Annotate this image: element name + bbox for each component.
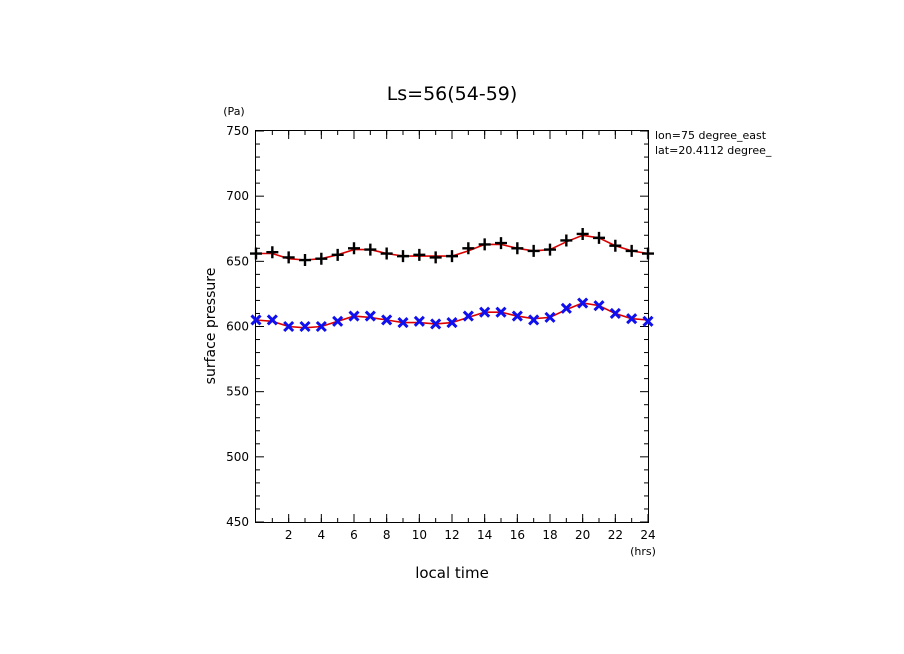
x-axis-label: local time (415, 564, 489, 582)
data-point-x (348, 310, 360, 322)
data-point-x (544, 311, 556, 323)
data-point-plus (609, 239, 622, 252)
data-point-x (364, 310, 376, 322)
annotation-lon: lon=75 degree_east (655, 129, 767, 142)
data-point-plus (495, 237, 507, 250)
data-point-x (332, 315, 344, 327)
data-point-plus (462, 242, 475, 255)
data-point-x (626, 313, 638, 325)
data-point-plus (364, 243, 377, 256)
data-point-x (413, 315, 425, 327)
x-tick-label: 16 (510, 528, 525, 542)
data-point-plus (380, 247, 393, 260)
data-point-x (642, 315, 654, 327)
data-point-x (511, 310, 523, 322)
y-tick-label: 750 (226, 124, 249, 138)
data-point-plus (527, 244, 540, 257)
data-point-x (479, 306, 491, 318)
data-point-x (430, 318, 442, 330)
x-tick-label: 24 (640, 528, 655, 542)
x-axis-unit: (hrs) (630, 545, 656, 558)
data-point-plus (348, 242, 360, 255)
data-point-plus (511, 242, 524, 255)
y-tick-label: 450 (226, 515, 249, 529)
plot-area-frame (255, 130, 649, 523)
x-tick-label: 14 (477, 528, 492, 542)
y-tick-label: 500 (226, 450, 249, 464)
data-marks (250, 227, 654, 333)
data-point-plus (625, 244, 638, 257)
annotation-lat: lat=20.4112 degree_ (655, 144, 772, 157)
x-tick-label: 6 (350, 528, 358, 542)
data-point-plus (544, 243, 556, 256)
data-point-plus (576, 227, 589, 240)
x-tick-label: 2 (285, 528, 293, 542)
chart-title: Ls=56(54-59) (387, 83, 518, 105)
data-point-x (283, 320, 295, 333)
data-point-x (381, 314, 393, 326)
data-point-plus (331, 248, 344, 261)
data-point-plus (266, 246, 279, 259)
data-point-plus (413, 248, 426, 261)
y-tick-label: 650 (226, 254, 249, 268)
y-tick-label: 550 (226, 385, 249, 399)
y-axis-unit: (Pa) (223, 105, 244, 118)
data-point-x (462, 310, 474, 322)
data-point-x (528, 314, 540, 326)
data-point-plus (478, 238, 491, 251)
y-tick-label: 600 (226, 320, 249, 334)
data-point-x (315, 320, 327, 333)
data-point-plus (250, 247, 262, 260)
x-tick-label: 4 (318, 528, 326, 542)
data-point-plus (315, 252, 328, 265)
x-tick-label: 20 (575, 528, 590, 542)
x-tick-label: 18 (542, 528, 557, 542)
data-point-x (593, 300, 605, 312)
data-point-plus (282, 251, 295, 264)
data-point-x (609, 307, 621, 320)
x-tick-label: 10 (412, 528, 427, 542)
data-point-x (495, 306, 507, 318)
y-tick-label: 700 (226, 189, 249, 203)
data-point-plus (593, 231, 605, 244)
data-point-x (397, 317, 409, 329)
data-point-x (577, 297, 589, 309)
x-tick-label: 8 (383, 528, 391, 542)
data-point-plus (446, 250, 458, 263)
data-point-x (446, 317, 458, 329)
x-tick-label: 12 (444, 528, 459, 542)
data-point-plus (397, 250, 409, 263)
data-point-plus (429, 251, 442, 264)
data-point-plus (560, 234, 573, 247)
data-point-x (299, 320, 311, 333)
data-point-plus (299, 254, 311, 267)
x-tick-label: 22 (608, 528, 623, 542)
axis-ticks: 2 4 6 8 10 12 14 16 18 20 22 2445050055060065070075… (226, 124, 656, 542)
y-axis-label: surface pressure (203, 268, 219, 385)
data-point-plus (642, 247, 654, 260)
data-point-x (560, 302, 572, 314)
data-point-x (250, 314, 262, 326)
data-point-x (266, 314, 278, 326)
